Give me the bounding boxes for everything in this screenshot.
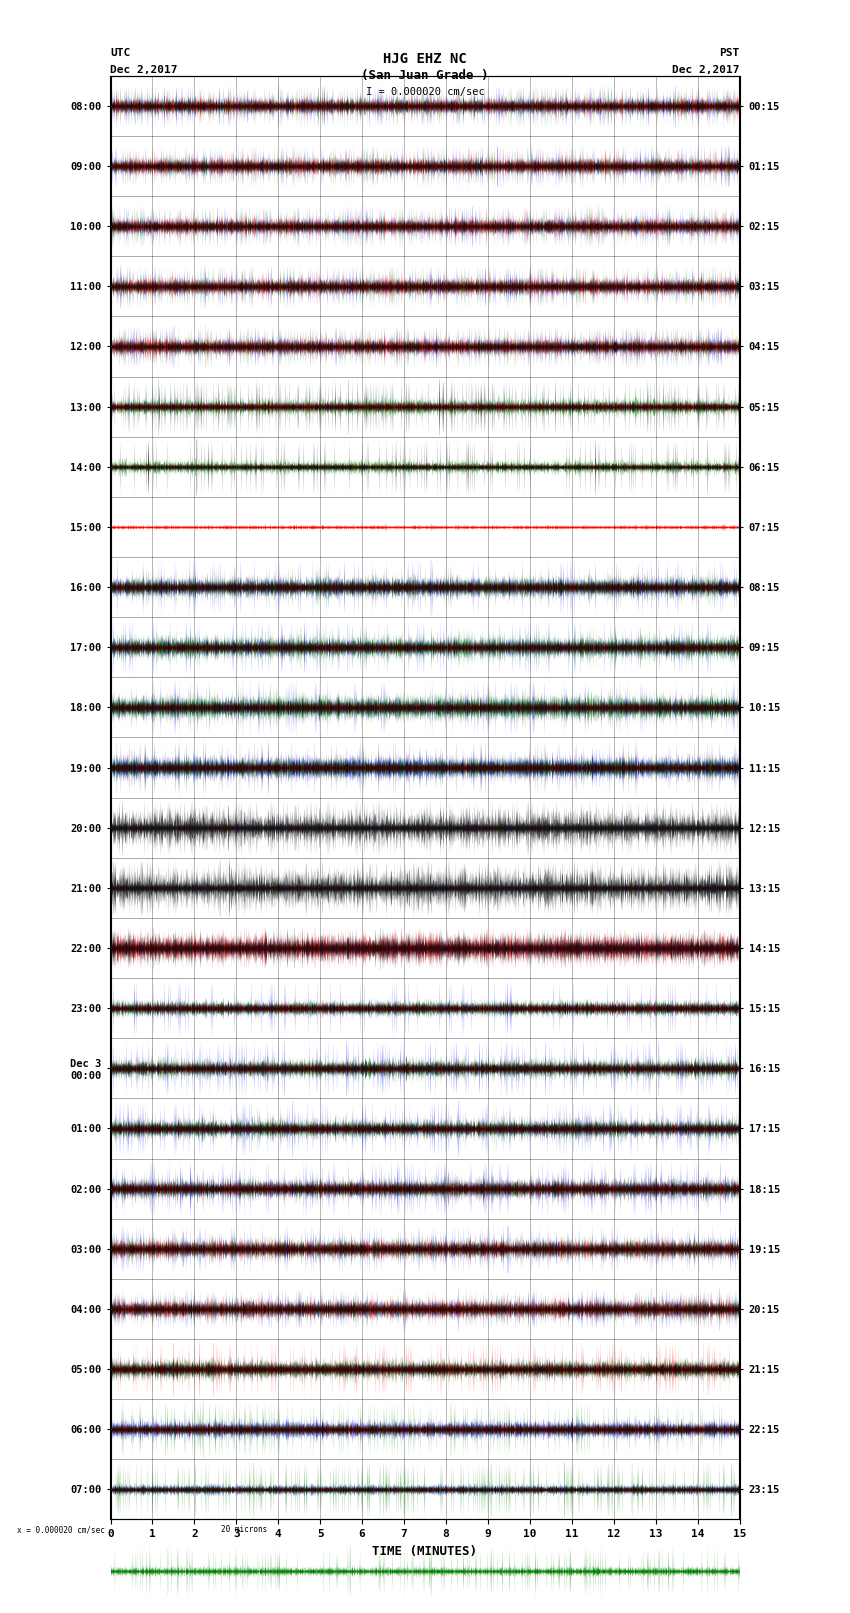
Text: x = 0.000020 cm/sec: x = 0.000020 cm/sec xyxy=(17,1526,105,1534)
Text: I = 0.000020 cm/sec: I = 0.000020 cm/sec xyxy=(366,87,484,97)
Text: PST: PST xyxy=(719,48,740,58)
Text: HJG EHZ NC: HJG EHZ NC xyxy=(383,52,467,66)
X-axis label: TIME (MINUTES): TIME (MINUTES) xyxy=(372,1545,478,1558)
Text: Dec 2,2017: Dec 2,2017 xyxy=(110,65,178,74)
Text: Dec 2,2017: Dec 2,2017 xyxy=(672,65,740,74)
Text: (San Juan Grade ): (San Juan Grade ) xyxy=(361,69,489,82)
Text: 20 microns: 20 microns xyxy=(221,1526,267,1534)
Text: UTC: UTC xyxy=(110,48,131,58)
